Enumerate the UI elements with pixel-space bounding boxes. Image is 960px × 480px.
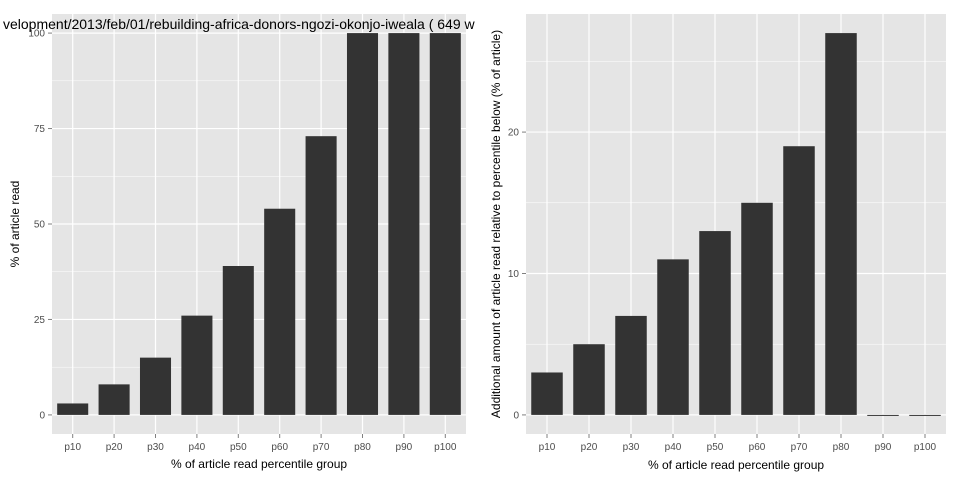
bar-p100 (909, 414, 941, 416)
bar-p30 (139, 357, 172, 415)
x-axis-title: % of article read percentile group (648, 458, 824, 472)
y-tick-label: 75 (34, 124, 46, 135)
bar-p10 (531, 372, 563, 415)
bar-p70 (305, 136, 337, 415)
y-tick-label: 10 (508, 269, 520, 280)
bar-p20 (98, 384, 130, 415)
page-title: velopment/2013/feb/01/rebuilding-africa-… (3, 16, 475, 32)
x-tick-label: p10 (64, 442, 81, 453)
bar-p60 (264, 208, 296, 415)
x-tick-label: p60 (271, 442, 288, 453)
x-tick-label: p100 (434, 442, 457, 453)
x-tick-label: p40 (189, 442, 206, 453)
x-tick-label: p70 (313, 442, 330, 453)
y-axis-title: Additional amount of article read relati… (489, 30, 503, 418)
x-axis-title: % of article read percentile group (171, 457, 347, 471)
bar-p20 (573, 344, 605, 415)
x-tick-label: p30 (147, 442, 164, 453)
bar-p70 (783, 146, 815, 415)
x-tick-label: p50 (707, 442, 724, 453)
bar-p80 (825, 33, 857, 415)
left-bar-chart: 0 25 50 75 100 p10 p20 p30 p40 p50 p60 p70 p80 p90 p10… (8, 14, 466, 471)
bar-p50 (222, 266, 254, 415)
bar-p100 (429, 33, 461, 415)
bar-p40 (181, 315, 213, 415)
y-tick-label: 0 (39, 410, 45, 421)
y-tick-label: 25 (34, 315, 46, 326)
x-tick-label: p20 (106, 442, 123, 453)
x-tick-label: p80 (833, 442, 850, 453)
y-tick-label: 50 (34, 220, 46, 231)
y-tick-label: 0 (513, 410, 519, 421)
x-tick-label: p50 (230, 442, 247, 453)
x-tick-label: p80 (354, 442, 371, 453)
bar-p10 (57, 403, 89, 415)
x-tick-label: p10 (539, 442, 556, 453)
y-tick-label: 20 (508, 128, 520, 139)
x-tick-label: p40 (665, 442, 682, 453)
bar-p90 (867, 414, 899, 416)
x-tick-label: p90 (875, 442, 892, 453)
bar-p50 (699, 231, 731, 415)
bar-p60 (741, 202, 773, 415)
x-tick-label: p100 (914, 442, 937, 453)
y-axis-title: % of article read (8, 181, 22, 268)
bar-p30 (615, 315, 647, 415)
bar-p90 (388, 33, 420, 415)
x-tick-label: p60 (749, 442, 766, 453)
bar-p80 (346, 33, 379, 415)
right-bar-chart: 0 10 20 p10 p20 p30 p40 p50 p60 p70 p80 p90 p100 % of… (489, 14, 946, 472)
x-tick-label: p20 (581, 442, 598, 453)
y-tick-label: 100 (28, 29, 45, 40)
bar-p40 (657, 259, 689, 415)
x-tick-label: p30 (623, 442, 640, 453)
x-tick-label: p90 (396, 442, 413, 453)
x-tick-label: p70 (791, 442, 808, 453)
